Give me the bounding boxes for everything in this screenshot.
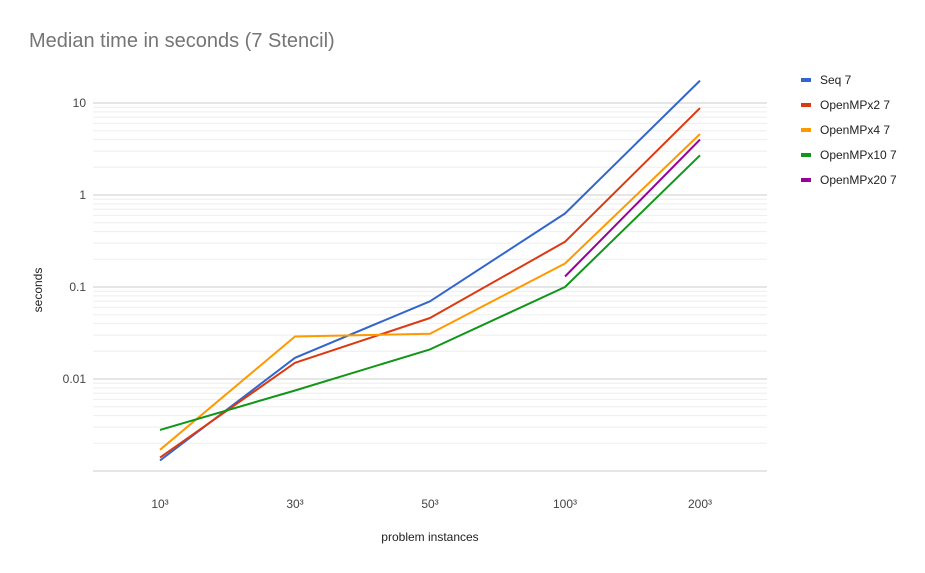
- x-axis-label: problem instances: [381, 530, 478, 544]
- x-tick-label: 30³: [286, 497, 303, 511]
- legend-label: OpenMPx4 7: [820, 123, 890, 137]
- legend[interactable]: Seq 7 OpenMPx2 7 OpenMPx4 7 OpenMPx10 7 Open…: [801, 73, 897, 187]
- y-axis-ticks: 10 1 0.1 0.01: [63, 96, 87, 386]
- series-line-5: [564, 138, 701, 278]
- legend-item[interactable]: Seq 7: [801, 73, 852, 87]
- x-tick-label: 100³: [553, 497, 577, 511]
- legend-item[interactable]: OpenMPx2 7: [801, 98, 890, 112]
- x-axis-ticks: 10³ 30³ 50³ 100³ 200³: [151, 497, 712, 511]
- legend-label: Seq 7: [820, 73, 852, 87]
- y-tick-label: 10: [73, 96, 87, 110]
- series-lines: [159, 79, 701, 462]
- legend-item[interactable]: OpenMPx10 7: [801, 148, 897, 162]
- series-line-1: [159, 79, 701, 462]
- series-line-2: [159, 107, 701, 459]
- series-line-4: [159, 154, 701, 431]
- legend-label: OpenMPx10 7: [820, 148, 897, 162]
- y-tick-label: 1: [79, 188, 86, 202]
- legend-item[interactable]: OpenMPx20 7: [801, 173, 897, 187]
- legend-label: OpenMPx2 7: [820, 98, 890, 112]
- legend-item[interactable]: OpenMPx4 7: [801, 123, 890, 137]
- x-tick-label: 200³: [688, 497, 712, 511]
- x-tick-label: 10³: [151, 497, 168, 511]
- y-axis-label: seconds: [31, 268, 45, 313]
- y-tick-label: 0.1: [69, 280, 86, 294]
- legend-label: OpenMPx20 7: [820, 173, 897, 187]
- series-line-3: [159, 133, 701, 451]
- x-tick-label: 50³: [421, 497, 438, 511]
- gridlines: [93, 102, 767, 472]
- chart-title: Median time in seconds (7 Stencil): [29, 30, 335, 52]
- y-tick-label: 0.01: [63, 372, 87, 386]
